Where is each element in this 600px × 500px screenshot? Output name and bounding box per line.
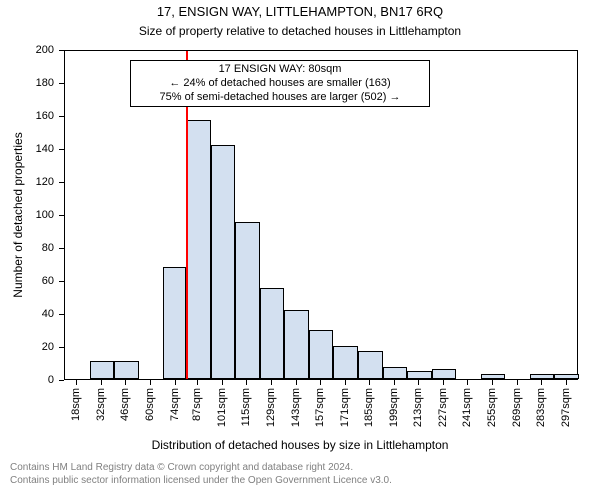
x-tick-label: 171sqm	[339, 388, 351, 427]
histogram-bar	[407, 371, 432, 379]
histogram-bar	[481, 374, 506, 379]
histogram-bar	[333, 346, 358, 379]
histogram-bar	[90, 361, 115, 379]
y-tick-label: 80	[0, 242, 54, 254]
x-tick-mark	[150, 380, 151, 385]
x-tick-label: 115sqm	[240, 388, 252, 426]
histogram-bar	[235, 222, 260, 379]
x-tick-mark	[517, 380, 518, 385]
annotation-line-1: 17 ENSIGN WAY: 80sqm	[137, 63, 423, 77]
y-tick-mark	[59, 314, 64, 315]
annotation-line-3: 75% of semi-detached houses are larger (…	[137, 91, 423, 105]
y-tick-label: 200	[0, 44, 54, 56]
x-tick-label: 185sqm	[363, 388, 375, 427]
x-tick-label: 46sqm	[119, 388, 131, 421]
x-tick-label: 101sqm	[216, 388, 228, 427]
x-tick-mark	[125, 380, 126, 385]
x-tick-mark	[175, 380, 176, 385]
chart-subtitle: Size of property relative to detached ho…	[0, 24, 600, 38]
footer-line-1: Contains HM Land Registry data © Crown c…	[10, 462, 600, 475]
x-tick-label: 297sqm	[560, 388, 572, 427]
x-tick-mark	[418, 380, 419, 385]
x-tick-label: 199sqm	[388, 388, 400, 427]
x-tick-label: 129sqm	[265, 388, 277, 427]
x-tick-mark	[566, 380, 567, 385]
x-tick-mark	[394, 380, 395, 385]
x-tick-label: 74sqm	[169, 388, 181, 421]
x-axis-label: Distribution of detached houses by size …	[0, 438, 600, 452]
histogram-bar	[358, 351, 383, 379]
y-tick-mark	[59, 248, 64, 249]
y-tick-mark	[59, 347, 64, 348]
histogram-bar	[383, 367, 408, 379]
footer-attribution: Contains HM Land Registry data © Crown c…	[10, 462, 600, 487]
y-tick-mark	[59, 281, 64, 282]
x-tick-mark	[197, 380, 198, 385]
x-tick-mark	[369, 380, 370, 385]
histogram-bar	[530, 374, 555, 379]
y-tick-mark	[59, 149, 64, 150]
x-tick-label: 241sqm	[461, 388, 473, 427]
x-tick-label: 213sqm	[412, 388, 424, 427]
y-tick-label: 0	[0, 374, 54, 386]
y-tick-label: 60	[0, 275, 54, 287]
y-tick-mark	[59, 215, 64, 216]
x-tick-mark	[345, 380, 346, 385]
histogram-bar	[260, 288, 285, 379]
y-tick-label: 40	[0, 308, 54, 320]
x-tick-label: 18sqm	[70, 388, 82, 421]
x-tick-mark	[541, 380, 542, 385]
x-tick-label: 255sqm	[486, 388, 498, 427]
y-tick-label: 20	[0, 341, 54, 353]
histogram-bar	[432, 369, 457, 379]
histogram-bar	[309, 330, 334, 380]
chart-title: 17, ENSIGN WAY, LITTLEHAMPTON, BN17 6RQ	[0, 4, 600, 19]
y-tick-label: 180	[0, 77, 54, 89]
x-tick-label: 227sqm	[437, 388, 449, 427]
x-tick-mark	[222, 380, 223, 385]
y-tick-mark	[59, 83, 64, 84]
y-tick-label: 160	[0, 110, 54, 122]
x-tick-mark	[101, 380, 102, 385]
x-tick-mark	[76, 380, 77, 385]
x-tick-label: 143sqm	[290, 388, 302, 427]
x-tick-mark	[271, 380, 272, 385]
x-tick-mark	[296, 380, 297, 385]
x-tick-mark	[492, 380, 493, 385]
x-tick-label: 60sqm	[144, 388, 156, 421]
histogram-bar	[211, 145, 236, 379]
y-tick-label: 120	[0, 176, 54, 188]
x-tick-label: 32sqm	[95, 388, 107, 421]
x-tick-label: 283sqm	[535, 388, 547, 427]
x-tick-label: 87sqm	[191, 388, 203, 421]
histogram-chart: 17, ENSIGN WAY, LITTLEHAMPTON, BN17 6RQ …	[0, 0, 600, 500]
x-tick-mark	[443, 380, 444, 385]
histogram-bar	[554, 374, 579, 379]
y-tick-mark	[59, 182, 64, 183]
x-tick-mark	[246, 380, 247, 385]
y-tick-mark	[59, 116, 64, 117]
annotation-box: 17 ENSIGN WAY: 80sqm ← 24% of detached h…	[130, 60, 430, 107]
y-tick-label: 100	[0, 209, 54, 221]
x-tick-label: 269sqm	[511, 388, 523, 427]
x-tick-label: 157sqm	[314, 388, 326, 427]
histogram-bar	[114, 361, 139, 379]
histogram-bar	[163, 267, 186, 379]
histogram-bar	[186, 120, 211, 379]
y-tick-label: 140	[0, 143, 54, 155]
x-tick-mark	[320, 380, 321, 385]
y-tick-mark	[59, 50, 64, 51]
y-tick-mark	[59, 380, 64, 381]
x-tick-mark	[467, 380, 468, 385]
histogram-bar	[284, 310, 309, 379]
footer-line-2: Contains public sector information licen…	[10, 475, 600, 488]
annotation-line-2: ← 24% of detached houses are smaller (16…	[137, 77, 423, 91]
